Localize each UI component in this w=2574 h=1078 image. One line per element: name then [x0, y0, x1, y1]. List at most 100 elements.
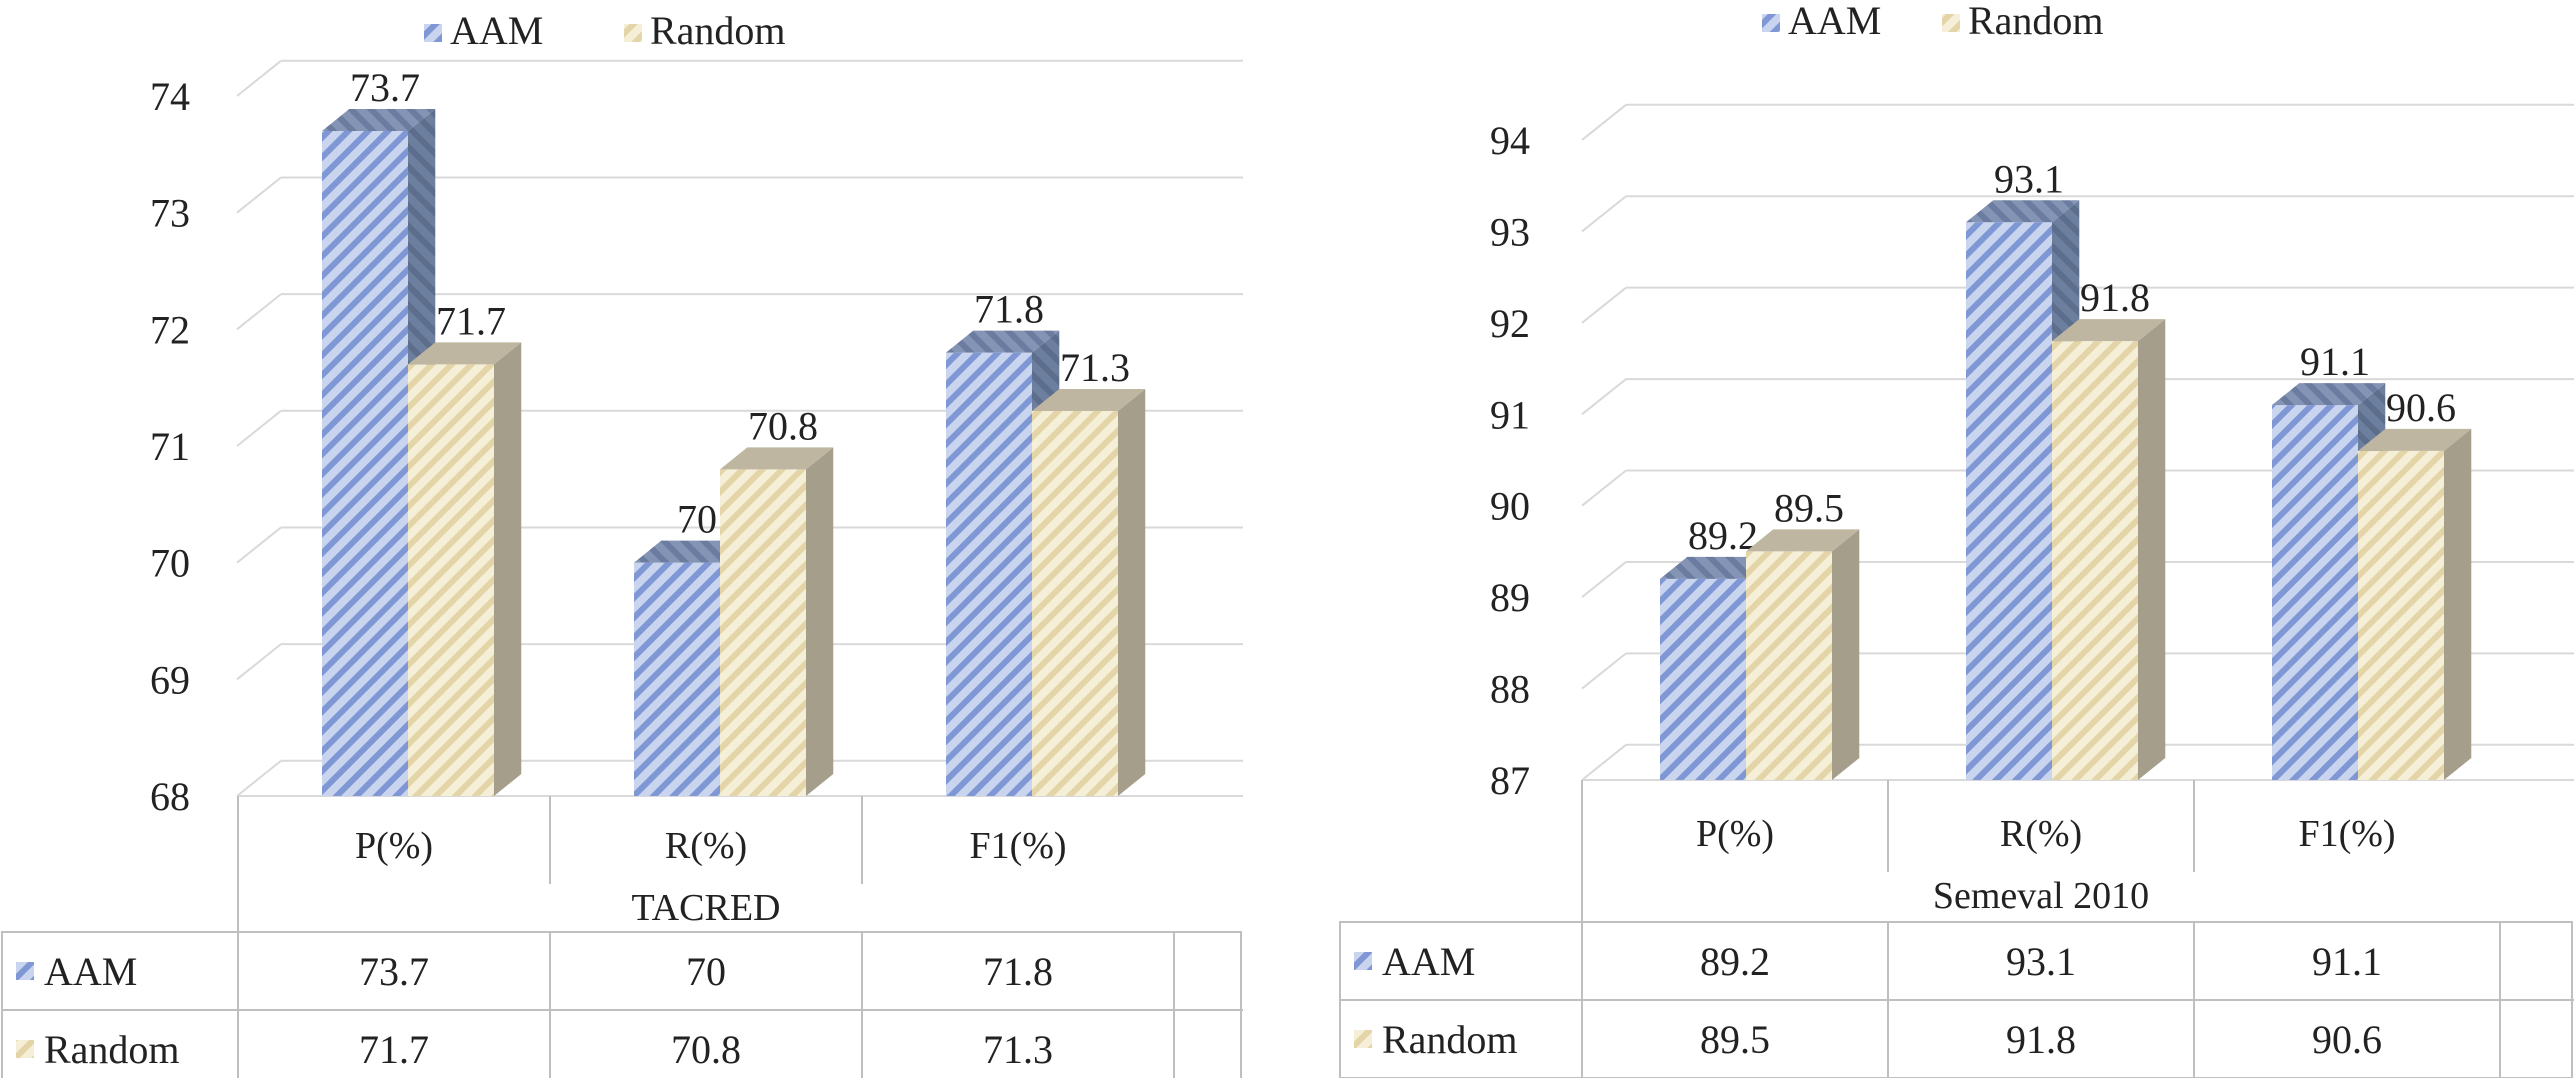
legend: AAM Random — [1762, 0, 2104, 43]
bar-front — [1966, 222, 2052, 781]
table-row-label: Random — [44, 1027, 180, 1072]
gridline-diag — [1581, 652, 1627, 690]
x-tick-label: P(%) — [355, 825, 433, 867]
table-row-label: AAM — [44, 949, 137, 994]
table-cell: 93.1 — [2006, 939, 2076, 984]
bar-front — [322, 131, 408, 796]
table-row-swatch — [16, 1040, 34, 1058]
bar-top — [322, 109, 436, 131]
gridline-diag — [236, 410, 282, 447]
gridline-diag — [236, 760, 282, 797]
gridline-diag — [1581, 104, 1627, 141]
bar-front — [720, 469, 806, 796]
table-row-random: Random 71.7 70.8 71.3 — [16, 1027, 1053, 1072]
bars: 89.2 89.5 93.1 91.8 91.1 90.6 — [1660, 156, 2472, 781]
y-tick-label: 71 — [150, 424, 190, 469]
x-axis: P(%) R(%) F1(%) TACRED — [237, 796, 1067, 932]
legend-swatch-aam — [424, 24, 442, 42]
y-tick-label: 91 — [1490, 392, 1530, 437]
bar-top — [1032, 389, 1146, 411]
gridline-diag — [1581, 195, 1627, 233]
gridline-diag — [1581, 469, 1627, 507]
x-tick-label: P(%) — [1696, 813, 1774, 855]
bar-top — [1746, 529, 1860, 552]
y-tick-label: 73 — [150, 191, 190, 236]
gridline-diag — [236, 293, 282, 331]
table-border — [1, 931, 1242, 1078]
table-cell: 71.3 — [983, 1027, 1053, 1072]
x-tick-label: F1(%) — [969, 825, 1066, 867]
chart-2: AAM Random 87 88 89 90 91 92 93 94 89.2 89.5 93.1 91.… — [1339, 0, 2574, 1078]
data-label: 93.1 — [1994, 156, 2064, 201]
bar-top — [720, 447, 834, 470]
data-label: 71.8 — [974, 287, 1044, 332]
data-label: 70 — [677, 497, 717, 542]
x-tick-label: F1(%) — [2298, 813, 2395, 855]
bar-front — [1746, 551, 1832, 780]
gridline-diag — [1581, 286, 1627, 324]
bar-top — [1966, 200, 2080, 223]
bar-top — [946, 330, 1060, 353]
bar-random-3 — [2358, 428, 2472, 780]
y-tick-label: 70 — [150, 541, 190, 586]
gridline-diag — [236, 176, 282, 214]
data-label: 73.7 — [350, 65, 420, 110]
table-row-label: AAM — [1382, 939, 1475, 984]
bar-front — [1660, 578, 1746, 780]
legend: AAM Random — [424, 8, 786, 53]
gridline-diag — [236, 526, 282, 564]
y-tick-label: 93 — [1490, 209, 1530, 254]
data-table: AAM 73.7 70 71.8 Random 71.7 70.8 71.3 — [1, 931, 1243, 1078]
bar-side — [2138, 319, 2166, 780]
data-table: AAM 89.2 93.1 91.1 Random 89.5 91.8 90.6 — [1339, 921, 2574, 1078]
y-tick-label: 87 — [1490, 758, 1530, 803]
bar-top — [2052, 319, 2166, 342]
data-label: 71.3 — [1060, 345, 1130, 390]
bar-random-2 — [720, 447, 834, 796]
bar-front — [634, 562, 720, 796]
legend-label-aam: AAM — [1788, 0, 1881, 43]
y-tick-label: 72 — [150, 307, 190, 352]
gridline-diag — [236, 60, 282, 97]
bar-top — [2358, 428, 2472, 451]
table-cell: 71.8 — [983, 949, 1053, 994]
bar-front — [408, 364, 494, 796]
data-label: 91.1 — [2300, 339, 2370, 384]
gridline-diag — [236, 643, 282, 681]
table-cell: 73.7 — [359, 949, 429, 994]
legend-label-random: Random — [650, 8, 786, 53]
bar-random-2 — [2052, 319, 2166, 780]
data-label: 91.8 — [2080, 275, 2150, 320]
table-cell: 70.8 — [671, 1027, 741, 1072]
data-label: 70.8 — [748, 403, 818, 448]
y-tick-label: 69 — [150, 657, 190, 702]
table-cell: 90.6 — [2312, 1017, 2382, 1062]
data-label: 90.6 — [2386, 385, 2456, 430]
table-cell: 89.5 — [1700, 1017, 1770, 1062]
y-tick-label: 68 — [150, 774, 190, 819]
x-tick-label: R(%) — [2000, 813, 2082, 855]
gridline-diag — [1581, 561, 1627, 598]
legend-label-aam: AAM — [450, 8, 543, 53]
bar-side — [1118, 389, 1146, 796]
legend-label-random: Random — [1968, 0, 2104, 43]
y-tick-label: 89 — [1490, 575, 1530, 620]
table-cell: 91.8 — [2006, 1017, 2076, 1062]
bar-random-3 — [1032, 389, 1146, 796]
legend-swatch-random — [624, 24, 642, 42]
bar-top — [408, 342, 522, 365]
gridline-diag — [1581, 744, 1627, 781]
bar-random-1 — [1746, 529, 1860, 780]
bar-side — [806, 447, 834, 796]
table-row-aam: AAM 89.2 93.1 91.1 — [1354, 939, 2382, 984]
bar-side — [2444, 428, 2472, 780]
bar-front — [2052, 341, 2138, 780]
y-tick-label: 74 — [150, 74, 190, 119]
data-label: 71.7 — [436, 298, 506, 343]
bar-random-1 — [408, 342, 522, 796]
bar-side — [1832, 529, 1860, 780]
legend-swatch-random — [1942, 14, 1960, 32]
table-row-swatch — [16, 962, 34, 980]
legend-swatch-aam — [1762, 14, 1780, 32]
bars: 73.7 71.7 70 70.8 71.8 71.3 — [322, 65, 1146, 796]
